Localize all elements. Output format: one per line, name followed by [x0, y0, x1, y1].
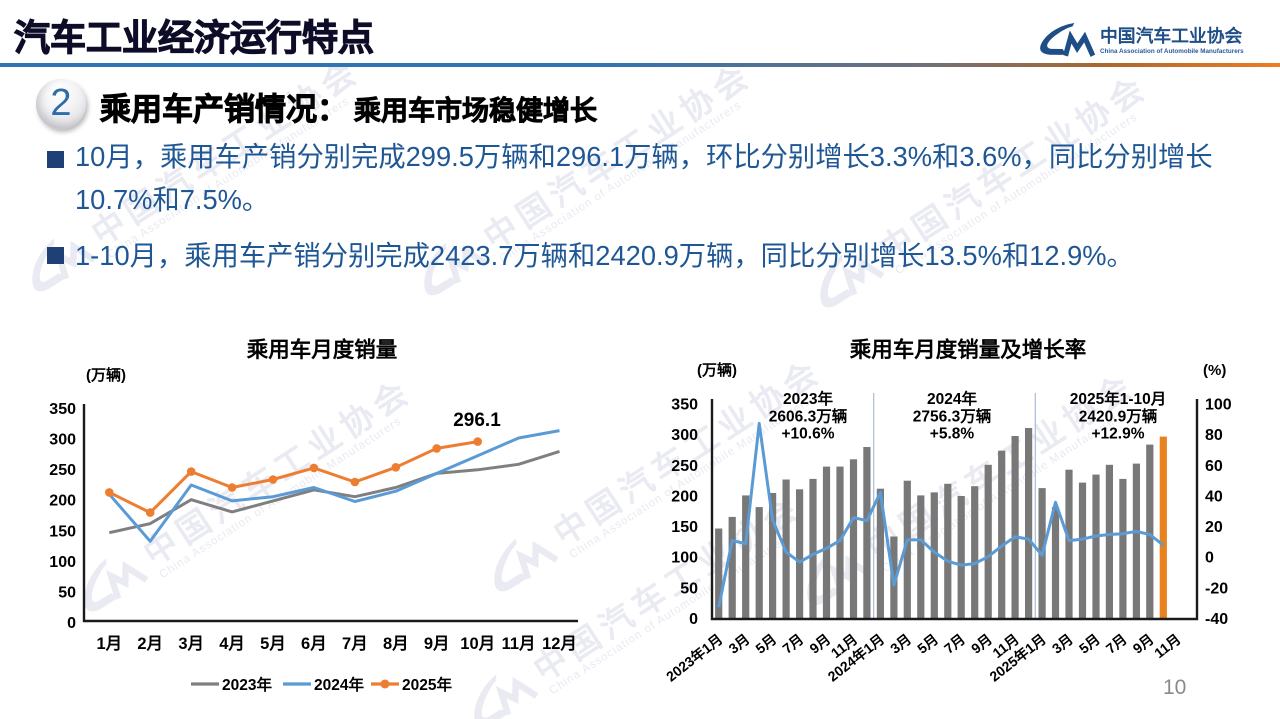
svg-text:0: 0 [1205, 550, 1214, 567]
svg-text:11月: 11月 [502, 634, 536, 653]
svg-text:+5.8%: +5.8% [930, 426, 975, 443]
svg-text:(万辆): (万辆) [86, 366, 126, 384]
svg-text:350: 350 [49, 401, 76, 418]
svg-text:100: 100 [1205, 397, 1232, 414]
svg-text:200: 200 [49, 493, 76, 510]
svg-text:9月: 9月 [1130, 631, 1157, 657]
svg-text:2023年: 2023年 [222, 675, 272, 694]
svg-text:10: 10 [1163, 676, 1186, 699]
svg-text:0: 0 [67, 615, 76, 632]
svg-text:50: 50 [58, 584, 76, 601]
svg-text:50: 50 [680, 580, 698, 597]
svg-text:7月: 7月 [342, 634, 368, 653]
svg-text:(%): (%) [1203, 362, 1226, 379]
svg-text:150: 150 [671, 519, 698, 536]
svg-text:350: 350 [671, 397, 698, 414]
svg-text:100: 100 [49, 554, 76, 571]
svg-text:0: 0 [689, 611, 698, 628]
svg-text:5月: 5月 [914, 631, 941, 657]
svg-text:5月: 5月 [752, 631, 779, 657]
svg-text:60: 60 [1205, 458, 1223, 475]
svg-text:3月: 3月 [887, 631, 914, 657]
svg-text:2024年: 2024年 [314, 675, 364, 694]
svg-text:(万辆): (万辆) [697, 361, 737, 379]
svg-text:China Association of Automobil: China Association of Automobile Manufact… [1100, 48, 1244, 55]
svg-text:3月: 3月 [178, 634, 204, 653]
svg-text:10月: 10月 [460, 634, 495, 653]
svg-text:250: 250 [49, 462, 76, 479]
svg-text:9月: 9月 [968, 631, 995, 657]
svg-text:5月: 5月 [1076, 631, 1103, 657]
svg-text:1月: 1月 [96, 634, 122, 653]
svg-text:300: 300 [49, 432, 76, 449]
svg-text:2756.3万辆: 2756.3万辆 [913, 406, 992, 425]
svg-text:3月: 3月 [726, 631, 753, 657]
svg-text:2024年: 2024年 [927, 389, 977, 408]
svg-text:6月: 6月 [301, 634, 327, 653]
svg-text:300: 300 [671, 427, 698, 444]
svg-text:11月: 11月 [1151, 631, 1184, 661]
svg-text:乘用车月度销量及增长率: 乘用车月度销量及增长率 [849, 337, 1087, 362]
svg-text:12月: 12月 [542, 634, 577, 653]
svg-text:2606.3万辆: 2606.3万辆 [769, 406, 848, 425]
svg-text:5月: 5月 [260, 634, 286, 653]
svg-text:7月: 7月 [779, 631, 806, 657]
svg-text:80: 80 [1205, 427, 1223, 444]
svg-text:乘用车月度销量: 乘用车月度销量 [246, 337, 398, 362]
svg-text:8月: 8月 [383, 634, 409, 653]
svg-text:7月: 7月 [941, 631, 968, 657]
svg-text:150: 150 [49, 523, 76, 540]
svg-text:9月: 9月 [806, 631, 833, 657]
svg-text:296.1: 296.1 [453, 410, 501, 431]
svg-text:4月: 4月 [219, 634, 245, 653]
svg-text:+10.6%: +10.6% [781, 426, 834, 443]
svg-text:2023年: 2023年 [783, 389, 833, 408]
svg-text:-40: -40 [1205, 611, 1228, 628]
svg-text:250: 250 [671, 458, 698, 475]
svg-text:-20: -20 [1205, 580, 1228, 597]
svg-text:3月: 3月 [1049, 631, 1076, 657]
svg-text:40: 40 [1205, 488, 1223, 505]
svg-text:2420.9万辆: 2420.9万辆 [1079, 406, 1158, 425]
svg-text:2023年1月: 2023年1月 [663, 631, 726, 685]
svg-text:2025年1-10月: 2025年1-10月 [1070, 389, 1167, 408]
svg-text:20: 20 [1205, 519, 1223, 536]
svg-text:200: 200 [671, 488, 698, 505]
svg-text:9月: 9月 [424, 634, 450, 653]
svg-text:2025年: 2025年 [402, 675, 452, 694]
svg-text:+12.9%: +12.9% [1091, 426, 1144, 443]
svg-text:100: 100 [671, 550, 698, 567]
svg-text:中国汽车工业协会: 中国汽车工业协会 [1100, 25, 1242, 46]
svg-text:2月: 2月 [137, 634, 163, 653]
svg-text:7月: 7月 [1103, 631, 1130, 657]
